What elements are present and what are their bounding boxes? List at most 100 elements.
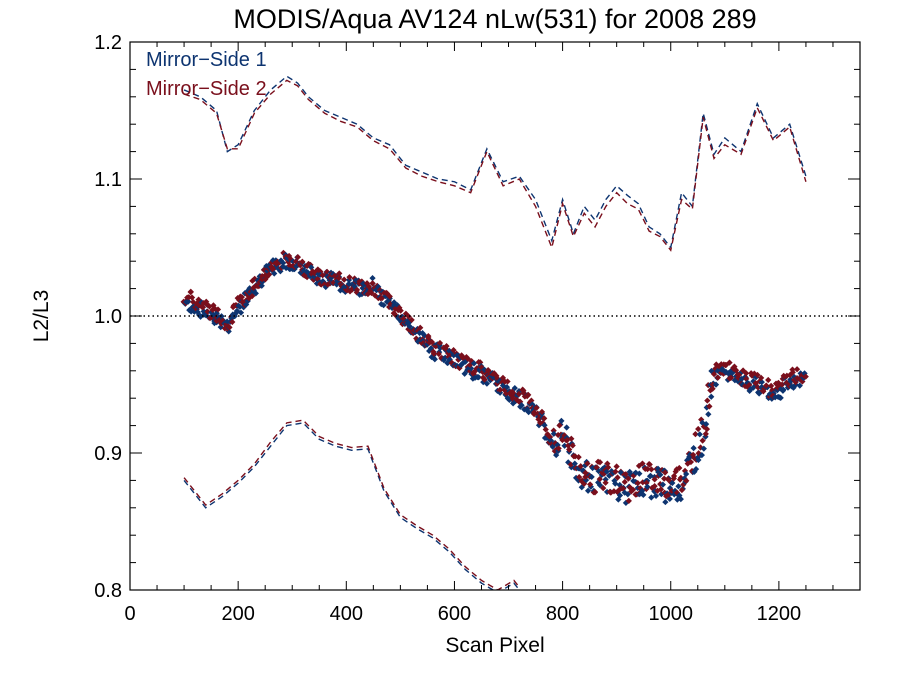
data-point-series-2 [765,376,772,384]
data-point-series-2 [704,397,711,404]
data-point-series-2 [386,293,393,300]
lower-envelope-series-1 [183,422,520,590]
data-point-series-1 [369,274,376,282]
data-point-series-2 [768,382,775,389]
upper-envelope-series-1 [183,75,807,250]
data-point-series-1 [406,323,413,330]
data-point-series-2 [613,463,620,470]
data-point-series-2 [643,479,650,486]
data-point-series-2 [525,391,532,398]
y-tick-label: 1.1 [94,169,122,191]
y-axis-title: L2/L3 [30,290,53,343]
data-point-series-2 [687,458,695,466]
x-tick-label: 1000 [648,603,693,625]
data-point-series-1 [675,483,682,490]
data-point-series-2 [703,426,711,433]
data-point-series-1 [483,380,491,387]
x-axis-title: Scan Pixel [445,634,544,657]
data-point-series-2 [346,274,353,281]
data-point-series-2 [538,408,546,415]
data-point-series-2 [266,271,273,278]
data-point-series-2 [678,486,686,494]
data-point-series-1 [558,417,565,424]
data-point-series-2 [336,270,343,277]
data-point-series-2 [587,481,594,488]
data-point-series-2 [754,371,761,379]
data-point-series-1 [475,374,482,381]
data-point-series-1 [563,424,570,431]
lower-envelope-series-2 [183,419,520,590]
data-point-series-2 [436,339,444,347]
data-layer [180,75,809,590]
chart-title: MODIS/Aqua AV124 nLw(531) for 2008 289 [233,4,756,34]
data-point-series-2 [397,307,404,314]
data-point-series-2 [644,466,651,473]
data-point-series-2 [602,479,609,486]
data-point-series-2 [568,435,575,442]
data-point-series-2 [353,286,361,293]
data-point-series-1 [708,393,715,400]
data-point-series-2 [504,378,511,385]
data-point-series-1 [380,302,387,309]
data-point-series-2 [542,426,549,433]
data-point-series-2 [299,258,306,265]
data-point-series-2 [710,371,718,378]
data-point-series-1 [690,444,697,452]
data-point-series-1 [561,442,568,449]
data-point-series-2 [629,486,637,493]
data-point-series-2 [369,280,376,287]
data-point-series-1 [421,332,428,339]
legend-entry-mirror-side-2: Mirror−Side 2 [146,78,267,100]
axes-layer: 0 200 400 600 800 1000 1200 0.8 0.9 1.0 1.1 1.2 [94,32,860,625]
data-point-series-1 [652,492,660,500]
data-point-series-2 [714,374,721,381]
data-point-series-2 [405,313,412,320]
data-point-series-1 [677,496,684,503]
data-point-series-2 [450,347,457,354]
data-point-series-2 [651,476,658,483]
x-tick-label: 200 [221,603,254,625]
legend-entry-mirror-side-1: Mirror−Side 1 [146,49,267,71]
data-point-series-1 [437,344,444,352]
data-point-series-1 [648,494,655,501]
data-point-series-1 [584,487,592,494]
y-tick-label: 0.8 [94,580,122,602]
data-point-series-1 [705,411,712,418]
data-point-series-2 [417,324,424,331]
data-point-series-2 [695,425,702,433]
data-point-series-1 [644,483,651,490]
data-point-series-2 [335,275,342,282]
data-point-series-2 [577,463,584,470]
data-point-series-1 [696,431,703,438]
data-point-series-2 [639,460,646,467]
data-point-series-2 [566,446,573,453]
data-point-series-2 [709,385,716,392]
data-point-series-2 [515,390,523,398]
data-point-series-2 [706,403,713,410]
data-point-series-1 [553,451,560,459]
data-point-series-1 [662,498,669,506]
data-point-series-1 [503,384,511,391]
data-point-series-2 [481,376,488,383]
data-point-series-1 [758,378,765,386]
data-point-series-2 [497,386,504,393]
data-point-series-2 [443,342,450,350]
x-tick-label: 0 [124,603,135,625]
data-point-series-1 [602,476,609,483]
data-point-series-1 [258,282,265,289]
x-tick-label: 800 [546,603,579,625]
data-point-series-2 [676,464,683,472]
data-point-series-1 [698,451,705,459]
data-point-series-1 [271,270,278,277]
data-point-series-2 [435,350,442,358]
data-point-series-1 [470,360,478,367]
data-point-series-2 [341,276,348,283]
data-point-series-2 [661,475,668,482]
data-point-series-1 [616,492,624,499]
data-point-series-2 [430,350,438,357]
data-point-series-2 [425,332,432,340]
data-point-series-2 [758,374,765,381]
data-point-series-2 [634,479,641,487]
